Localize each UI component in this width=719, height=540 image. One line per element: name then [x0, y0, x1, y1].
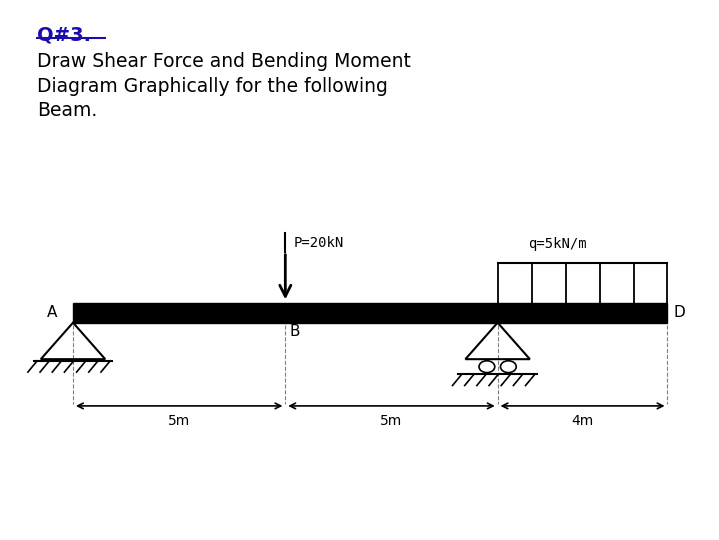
Text: C: C	[481, 305, 492, 320]
Bar	[73, 303, 667, 322]
Text: D: D	[673, 305, 685, 320]
Text: P=20kN: P=20kN	[294, 236, 344, 250]
Text: Beam.: Beam.	[37, 101, 98, 120]
Text: Draw Shear Force and Bending Moment: Draw Shear Force and Bending Moment	[37, 52, 411, 71]
Text: q=5kN/m: q=5kN/m	[528, 237, 587, 251]
Text: Diagram Graphically for the following: Diagram Graphically for the following	[37, 77, 388, 96]
Text: Q#3.: Q#3.	[37, 25, 91, 45]
Text: 4m: 4m	[572, 414, 594, 428]
Text: 5m: 5m	[168, 414, 191, 428]
Text: 5m: 5m	[380, 414, 403, 428]
Text: A: A	[47, 305, 58, 320]
Text: B: B	[290, 323, 300, 339]
